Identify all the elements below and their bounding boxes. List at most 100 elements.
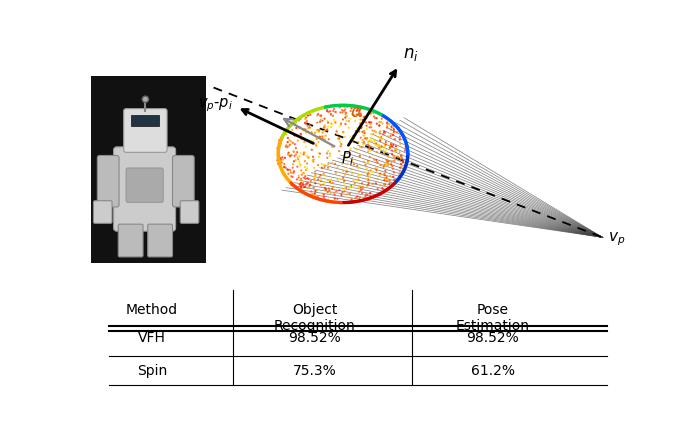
Point <box>273 151 284 158</box>
Point <box>378 146 389 153</box>
Point <box>357 104 369 111</box>
Point <box>304 124 315 131</box>
Point <box>337 189 348 196</box>
Point <box>365 106 376 113</box>
Point <box>292 186 304 193</box>
Point <box>395 172 406 179</box>
Point <box>362 171 373 178</box>
Point <box>399 147 410 154</box>
Point <box>343 184 355 191</box>
Point <box>329 119 341 126</box>
Point <box>337 102 348 109</box>
Point <box>390 147 401 154</box>
Point <box>288 132 299 139</box>
Point <box>402 152 413 159</box>
Point <box>276 134 288 141</box>
Point <box>376 143 387 150</box>
Point <box>382 120 393 127</box>
FancyBboxPatch shape <box>148 224 172 257</box>
Point <box>334 102 346 109</box>
Point <box>274 143 285 150</box>
Point <box>281 126 292 133</box>
Point <box>272 156 283 163</box>
Point <box>273 153 284 160</box>
Point <box>282 166 293 173</box>
Point <box>299 119 311 126</box>
Point <box>389 122 401 129</box>
Point <box>320 186 332 193</box>
Point <box>322 150 333 157</box>
Point <box>324 103 335 110</box>
Point <box>378 163 389 170</box>
Point <box>344 115 355 122</box>
Point <box>275 163 286 170</box>
Point <box>319 198 330 205</box>
Point <box>281 142 292 149</box>
Point <box>330 108 341 115</box>
FancyBboxPatch shape <box>97 156 119 207</box>
Point <box>324 164 335 171</box>
Point <box>394 169 406 176</box>
Point <box>295 150 306 157</box>
Point <box>311 106 322 113</box>
Point <box>367 180 378 187</box>
Point <box>359 168 371 175</box>
Point <box>341 184 352 191</box>
Point <box>322 154 333 161</box>
Point <box>371 109 382 116</box>
Point <box>355 198 366 205</box>
Point <box>344 199 355 206</box>
Point <box>330 108 341 115</box>
Point <box>361 105 372 112</box>
FancyBboxPatch shape <box>114 147 176 231</box>
Point <box>321 198 332 205</box>
Point <box>279 164 290 171</box>
Point <box>369 136 380 143</box>
Point <box>304 111 315 118</box>
Point <box>285 180 297 187</box>
Point <box>312 119 323 126</box>
Point <box>322 103 334 110</box>
Point <box>359 150 370 157</box>
Point <box>350 118 361 125</box>
Text: Method: Method <box>126 303 178 317</box>
Point <box>330 199 341 206</box>
Point <box>381 119 392 126</box>
Point <box>349 103 360 110</box>
Point <box>401 156 413 163</box>
Point <box>400 143 411 150</box>
Point <box>325 198 336 205</box>
Point <box>303 175 314 182</box>
Point <box>394 136 406 143</box>
Point <box>364 143 376 150</box>
Point <box>378 131 389 138</box>
Point <box>275 137 286 144</box>
Point <box>309 190 320 197</box>
Point <box>287 164 298 171</box>
Point <box>302 185 313 192</box>
Point <box>339 180 350 187</box>
Point <box>355 111 366 118</box>
Point <box>359 196 370 203</box>
Point <box>320 104 331 111</box>
Point <box>279 172 290 179</box>
Point <box>364 119 375 126</box>
Point <box>392 129 403 136</box>
Point <box>359 135 371 142</box>
Point <box>365 167 376 174</box>
Point <box>384 180 395 187</box>
Point <box>378 177 389 184</box>
Point <box>382 124 393 131</box>
Point <box>334 139 346 146</box>
Point <box>362 142 373 149</box>
Point <box>315 172 326 179</box>
Point <box>298 151 309 158</box>
Point <box>322 189 333 196</box>
Point <box>274 155 285 162</box>
Point <box>299 126 311 133</box>
Point <box>394 164 406 171</box>
Point <box>334 104 346 111</box>
Point <box>329 160 341 167</box>
Point <box>399 166 410 173</box>
Point <box>288 119 299 126</box>
